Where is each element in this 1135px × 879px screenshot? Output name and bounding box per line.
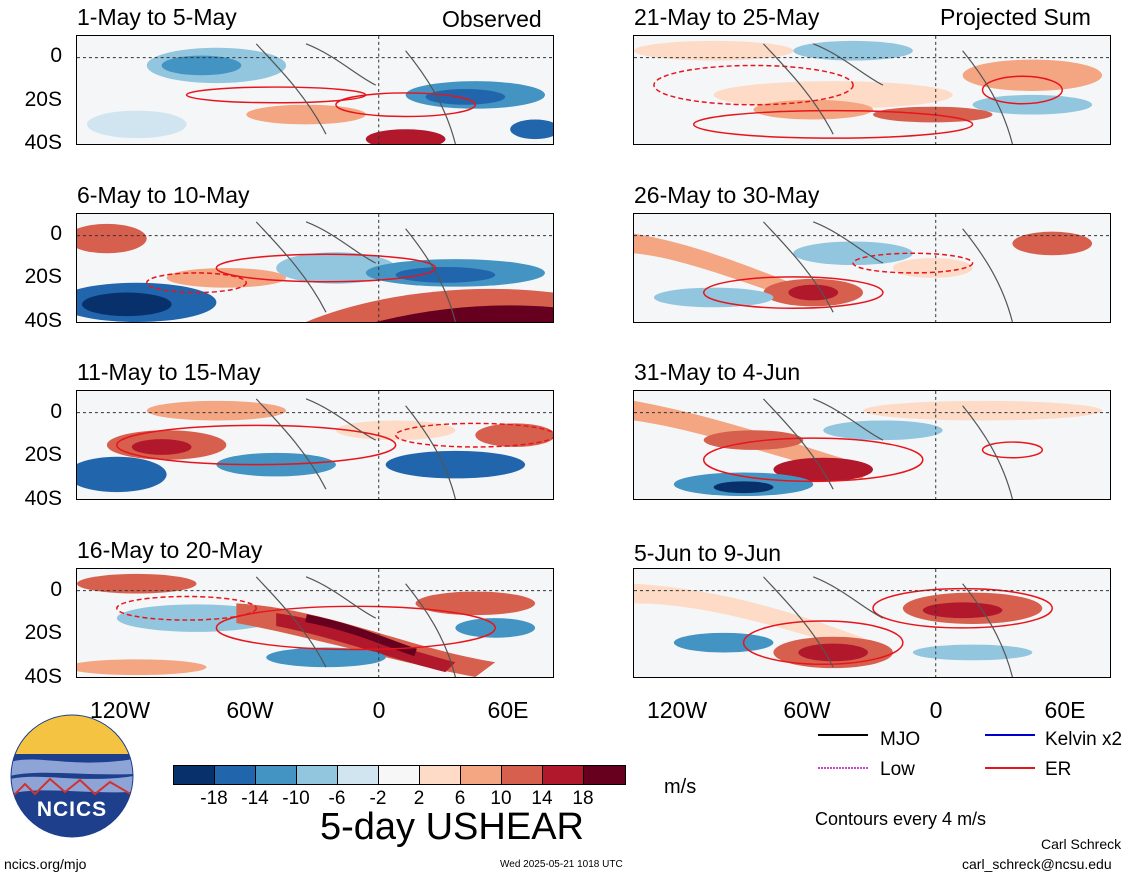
legend-mjo: MJO (880, 729, 921, 750)
colorbar-label: 10 (490, 788, 512, 809)
colorbar-swatch (256, 766, 297, 784)
panel-title: 16-May to 20-May (77, 537, 263, 563)
colorbar-label: 2 (413, 788, 425, 809)
map-panel (76, 568, 554, 678)
map-panel (633, 35, 1111, 145)
x-tick-label: 60W (783, 697, 831, 723)
colorbar-swatch (420, 766, 461, 784)
colorbar-swatch (543, 766, 584, 784)
colorbar-swatch (461, 766, 502, 784)
x-tick-label: 0 (929, 697, 943, 723)
footer-site[interactable]: ncics.org/mjo (4, 856, 87, 872)
y-tick-label: 20S (24, 88, 62, 111)
legend-mjo-swatch (818, 734, 868, 736)
y-tick-label: 20S (24, 621, 62, 644)
panel-title: 26-May to 30-May (634, 182, 820, 208)
x-tick-label: 120W (646, 697, 708, 723)
map-panel (633, 213, 1111, 323)
colorbar-swatch (174, 766, 215, 784)
legend-low: Low (880, 759, 915, 780)
map-panel (633, 390, 1111, 500)
y-tick-label: 0 (50, 578, 62, 601)
y-tick-label: 20S (24, 443, 62, 466)
map-panel (76, 213, 554, 323)
panel-title: 31-May to 4-Jun (634, 359, 801, 385)
panel-title: 11-May to 15-May (77, 359, 261, 385)
colorbar-swatch (584, 766, 625, 784)
column-label-projected: Projected Sum (940, 4, 1091, 30)
x-tick-label: 0 (372, 697, 386, 723)
y-tick-label: 20S (24, 265, 62, 288)
logo-text: NCICS (37, 798, 107, 821)
colorbar-label: -10 (282, 788, 310, 809)
contour-note: Contours every 4 m/s (815, 809, 987, 829)
panel-title: 5-Jun to 9-Jun (634, 540, 782, 566)
legend-kelvin-swatch (985, 734, 1035, 736)
x-tick-label: 60W (226, 697, 274, 723)
footer-email[interactable]: carl_schreck@ncsu.edu (962, 856, 1112, 872)
colorbar-label: 18 (572, 788, 594, 809)
legend-er-swatch (985, 767, 1035, 769)
colorbar-swatch (215, 766, 256, 784)
legend-kelvin: Kelvin x2 (1045, 729, 1123, 750)
x-tick-label: 60E (1044, 697, 1086, 723)
colorbar-label: -18 (200, 788, 228, 809)
y-tick-label: 40S (24, 665, 62, 688)
y-tick-label: 0 (50, 400, 62, 423)
y-tick-label: 0 (50, 222, 62, 245)
ncics-logo: NCICS (10, 714, 134, 838)
colorbar-label: -6 (328, 788, 346, 809)
column-label-observed: Observed (442, 6, 542, 32)
chart-title: 5-day USHEAR (320, 806, 584, 848)
footer-author: Carl Schreck (1041, 836, 1122, 852)
colorbar-swatch (502, 766, 543, 784)
y-tick-label: 40S (24, 487, 62, 510)
colorbar (173, 765, 626, 785)
panel-title: 21-May to 25-May (634, 4, 820, 30)
colorbar-swatch (338, 766, 379, 784)
y-tick-label: 0 (50, 44, 62, 67)
panel-title: 6-May to 10-May (77, 182, 250, 208)
colorbar-swatch (297, 766, 338, 784)
colorbar-label: -2 (369, 788, 387, 809)
colorbar-label: 14 (531, 788, 553, 809)
map-panel (76, 35, 554, 145)
colorbar-label: -14 (241, 788, 269, 809)
x-tick-label: 60E (487, 697, 529, 723)
legend-er: ER (1045, 759, 1072, 780)
map-panel (633, 568, 1111, 678)
panel-title: 1-May to 5-May (77, 4, 237, 30)
footer-timestamp: Wed 2025-05-21 1018 UTC (500, 859, 623, 870)
legend-low-swatch (818, 767, 868, 769)
colorbar-swatch (379, 766, 420, 784)
x-tick-label: 120W (89, 697, 151, 723)
y-tick-label: 40S (24, 309, 62, 332)
y-tick-label: 40S (24, 131, 62, 154)
units-label: m/s (664, 776, 697, 798)
colorbar-label: 6 (454, 788, 466, 809)
map-panel (76, 390, 554, 500)
